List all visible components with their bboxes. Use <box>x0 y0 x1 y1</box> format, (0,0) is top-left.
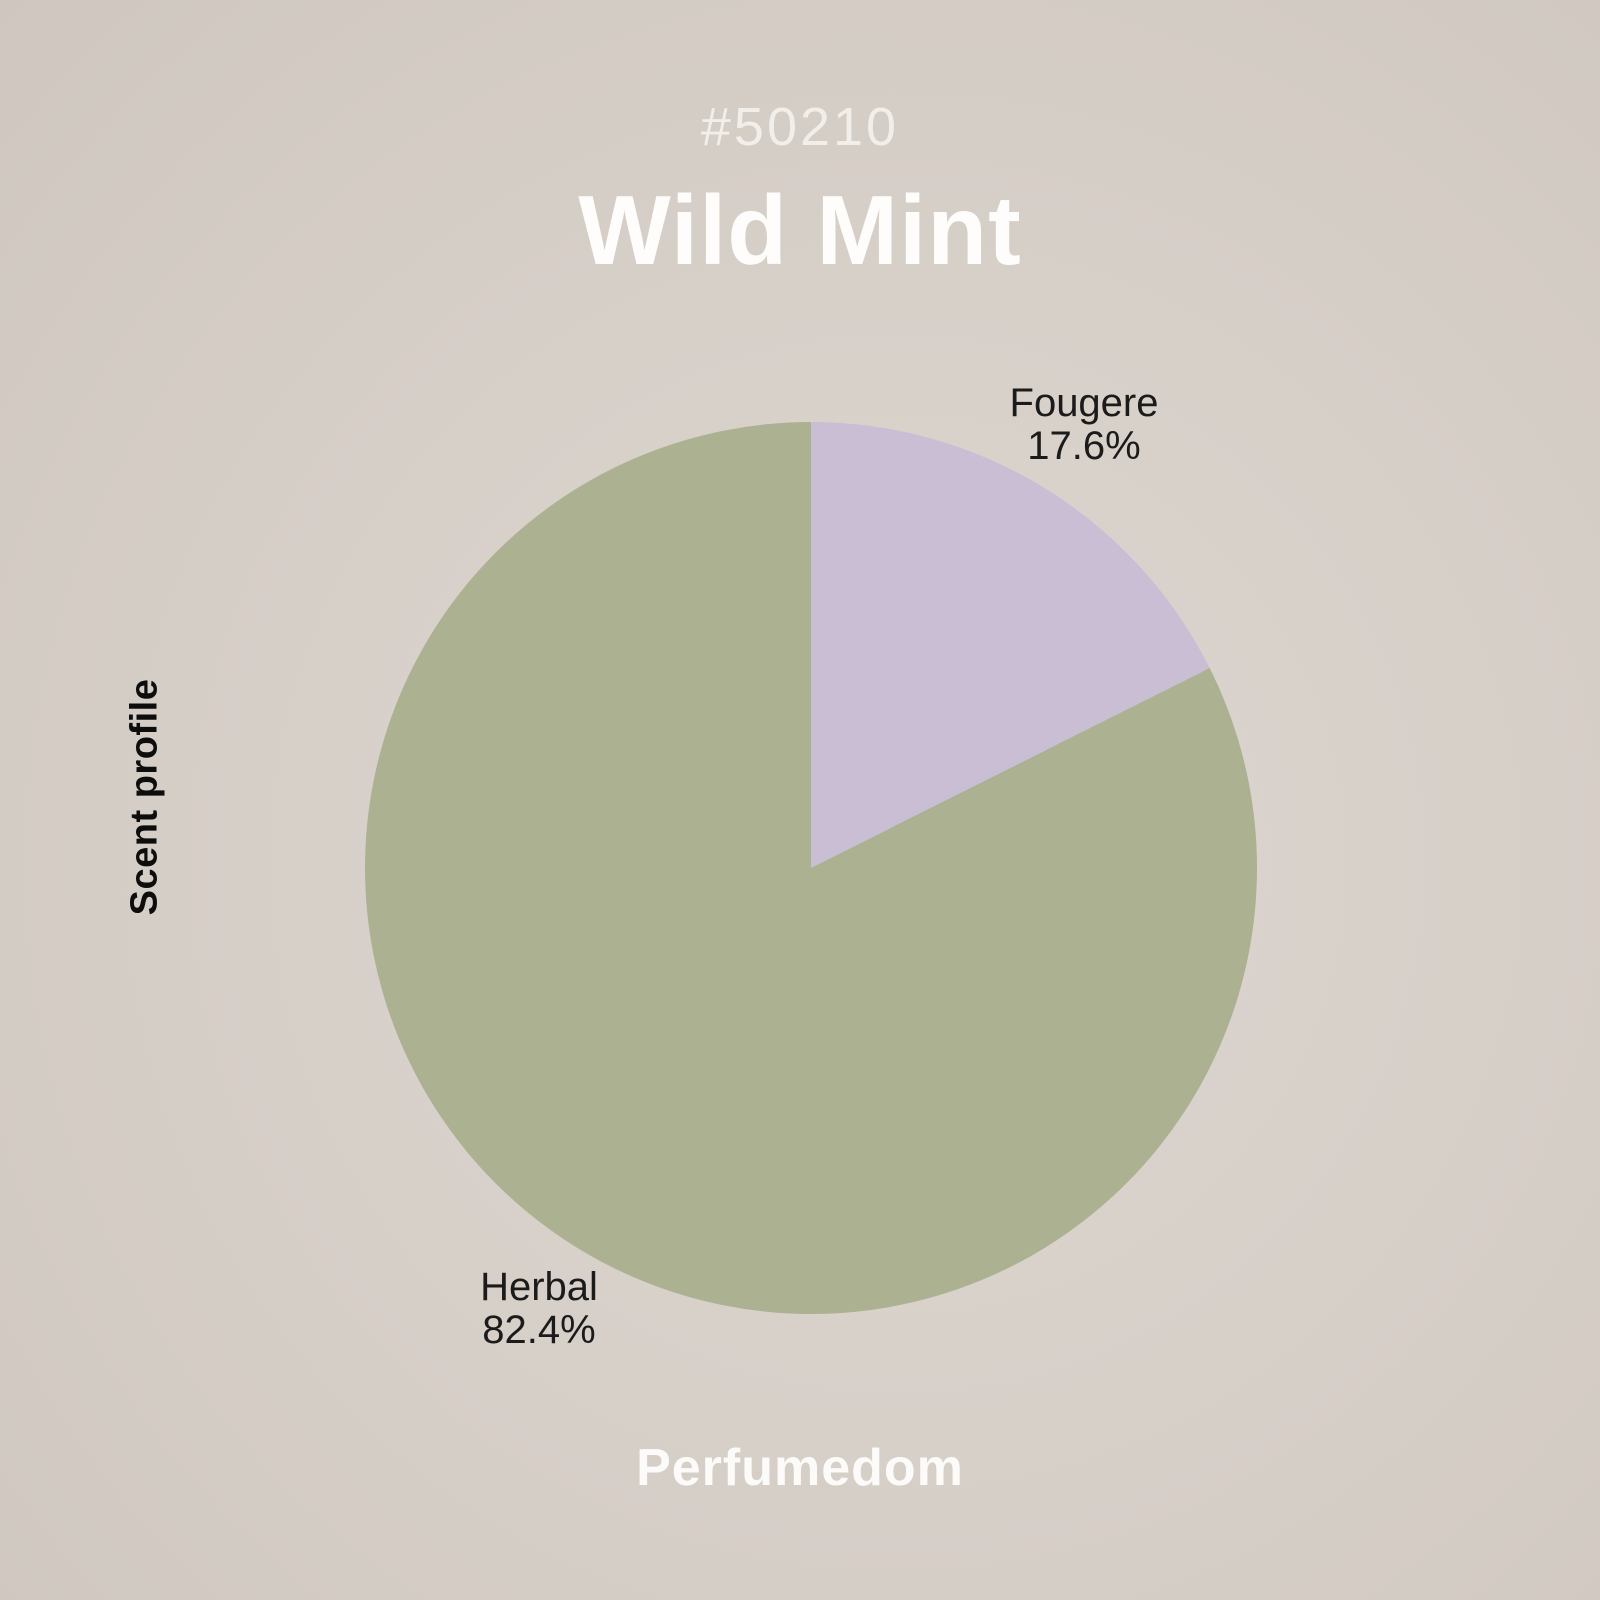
slice-name-fougere: Fougere <box>1009 381 1159 425</box>
slice-label-herbal: Herbal 82.4% <box>480 1265 598 1353</box>
brand-name: Perfumedom <box>636 1439 964 1497</box>
slice-percent-herbal: 82.4% <box>482 1308 596 1353</box>
slice-percent-fougere: 17.6% <box>1027 424 1141 469</box>
slice-label-fougere: Fougere 17.6% <box>1009 381 1159 469</box>
y-axis-label: Scent profile <box>123 678 166 916</box>
page-title: Wild Mint <box>578 175 1022 285</box>
product-number: #50210 <box>700 97 900 157</box>
pie-chart <box>365 422 1257 1314</box>
slice-name-herbal: Herbal <box>480 1265 598 1309</box>
